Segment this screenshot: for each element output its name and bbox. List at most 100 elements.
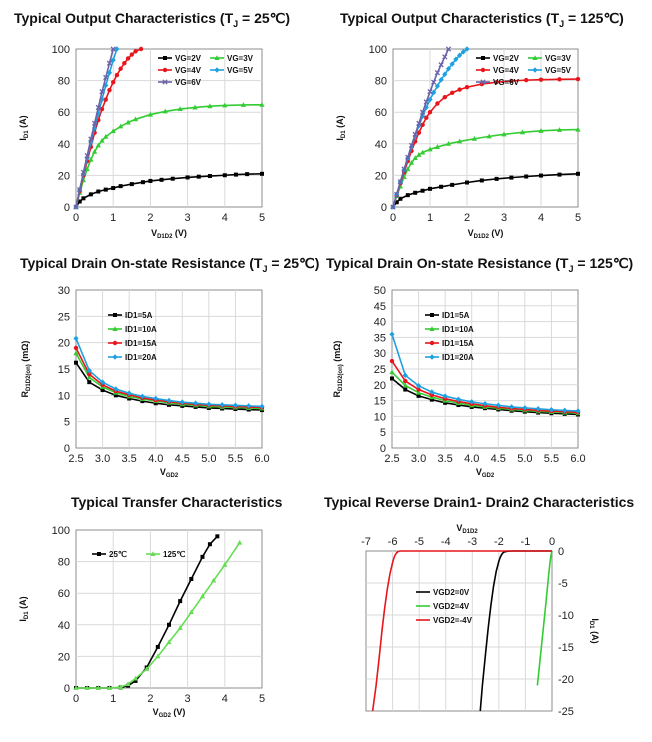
y-axis-label: ID1 (A) <box>335 115 347 140</box>
data-point-id1-5a <box>127 396 132 401</box>
data-point-vg-3v <box>99 137 105 143</box>
legend: 25℃ 125℃ <box>92 550 185 559</box>
legend-marker-id1-20a <box>112 354 118 360</box>
data-point-vg-4v <box>435 101 440 106</box>
x-tick-label: 0 <box>73 693 79 705</box>
data-point-vg-3v <box>445 141 452 146</box>
x-tick-label: 5 <box>259 212 265 224</box>
x-axis-label: VD1D2 <box>456 523 478 535</box>
data-point-125 <box>177 625 183 630</box>
data-point-id1-5a <box>100 388 105 393</box>
y-tick-label: 10 <box>374 411 386 423</box>
data-point-vg-2v <box>88 192 93 197</box>
data-point-id1-20a <box>389 331 395 338</box>
data-point-vg-2v <box>420 188 425 193</box>
x-tick-label: -2 <box>494 536 504 548</box>
data-point-vg-6v <box>95 104 101 111</box>
data-point-vg-4v <box>125 56 131 61</box>
legend-label-vg-6v: VG=6V <box>175 78 202 87</box>
x-tick-label: -6 <box>388 536 398 548</box>
y-tick-label: 25 <box>374 364 386 376</box>
data-point-vg-3v <box>110 128 116 134</box>
legend-marker-25 <box>97 552 101 556</box>
y-tick-label: 0 <box>558 546 564 558</box>
data-point-vg-2v <box>245 172 250 177</box>
data-point-vg-3v <box>125 119 131 125</box>
data-point-vg-3v <box>519 129 526 135</box>
data-point-125 <box>132 675 139 681</box>
data-point-vg-2v <box>118 184 123 189</box>
x-tick-label: 5 <box>259 693 265 705</box>
data-point-vg-6v <box>442 54 448 60</box>
data-point-vg-2v <box>557 172 562 177</box>
y-axis-label: RD1D2(on) (mΩ) <box>332 341 344 398</box>
legend-label-vg-2v: VG=2V <box>175 54 202 63</box>
data-point-vg-3v <box>434 144 440 149</box>
data-point-id1-10a <box>402 382 408 388</box>
y-tick-label: 5 <box>380 427 386 439</box>
data-point-vg-3v <box>103 133 109 139</box>
data-point-vg-6v <box>427 89 433 95</box>
y-tick-label: 15 <box>374 396 386 408</box>
data-point-id1-5a <box>390 376 394 381</box>
data-point-vg-6v <box>438 62 444 68</box>
series-line-vg-6v <box>392 48 450 208</box>
data-point-id1-5a <box>443 400 448 405</box>
x-tick-label: -4 <box>441 536 451 548</box>
data-point-vg-2v <box>524 174 529 179</box>
data-point-125 <box>199 593 206 599</box>
data-point-vg-2v <box>170 176 175 181</box>
legend-label-id1-10a: ID1=10A <box>442 325 474 334</box>
data-point-vg-6v <box>405 154 411 160</box>
data-point-vg-6v <box>88 136 94 142</box>
data-point-125 <box>106 685 113 690</box>
plot-area <box>75 529 263 689</box>
data-point-vg-6v <box>73 204 79 210</box>
data-point-vg-4v <box>457 87 462 92</box>
legend-label-vg-3v: VG=3V <box>227 54 254 63</box>
y-axis-label: ID1 (A) <box>588 618 600 643</box>
data-point-vg-2v <box>96 189 101 194</box>
data-point-vg-6v <box>77 186 83 193</box>
x-axis-label: VD1D2 (V) <box>468 228 504 240</box>
data-point-vg-4v <box>464 85 470 90</box>
y-tick-label: 50 <box>374 285 386 297</box>
x-tick-label: 1 <box>110 693 116 705</box>
legend-label-vgd2-0v: VGD2=0V <box>433 588 470 597</box>
data-point-vg-3v <box>416 152 422 157</box>
data-point-25 <box>189 576 194 581</box>
data-point-vg-4v <box>129 52 134 57</box>
data-point-id1-20a <box>562 407 568 414</box>
y-tick-label: 20 <box>374 380 386 392</box>
chart-title-rdson-125c: Typical Drain On-state Resistance (TJ = … <box>326 255 634 274</box>
data-point-vg-2v <box>398 196 403 201</box>
data-point-id1-20a <box>482 400 488 407</box>
x-tick-label: 0 <box>549 536 555 548</box>
x-tick-label: 2 <box>147 693 153 705</box>
data-point-vg-3v <box>471 135 477 141</box>
data-point-vg-2v <box>465 180 469 185</box>
data-point-vg-2v <box>450 182 455 187</box>
data-point-id1-20a <box>219 402 225 408</box>
data-point-vg-3v <box>240 102 246 107</box>
data-point-vg-6v <box>106 60 113 66</box>
legend-marker-vg-5v <box>532 67 538 73</box>
data-point-vg-6v <box>416 120 422 126</box>
x-tick-label: 5.0 <box>517 453 532 465</box>
y-tick-label: 80 <box>58 76 70 88</box>
data-point-vg-2v <box>439 184 444 189</box>
data-point-vg-4v <box>416 130 422 135</box>
chart-title-reverse-drain: Typical Reverse Drain1- Drain2 Character… <box>324 494 635 510</box>
x-tick-label: 6.0 <box>254 453 269 465</box>
y-tick-label: 30 <box>58 285 70 297</box>
y-tick-label: 40 <box>58 139 70 151</box>
transfer-characteristics-chart: 0 1 2 3 4 5 0 20 40 60 80 100 VGD2 (V) ID1 (A) 25℃ 125℃ <box>18 525 265 719</box>
series-group <box>73 46 265 210</box>
data-point-vg-6v <box>394 191 400 198</box>
data-point-vg-2v <box>576 171 580 176</box>
y-axis-label: ID1 (A) <box>18 115 30 140</box>
x-tick-label: 2.5 <box>384 453 399 465</box>
data-point-vg-2v <box>185 175 190 180</box>
data-point-vg-2v <box>413 190 418 195</box>
